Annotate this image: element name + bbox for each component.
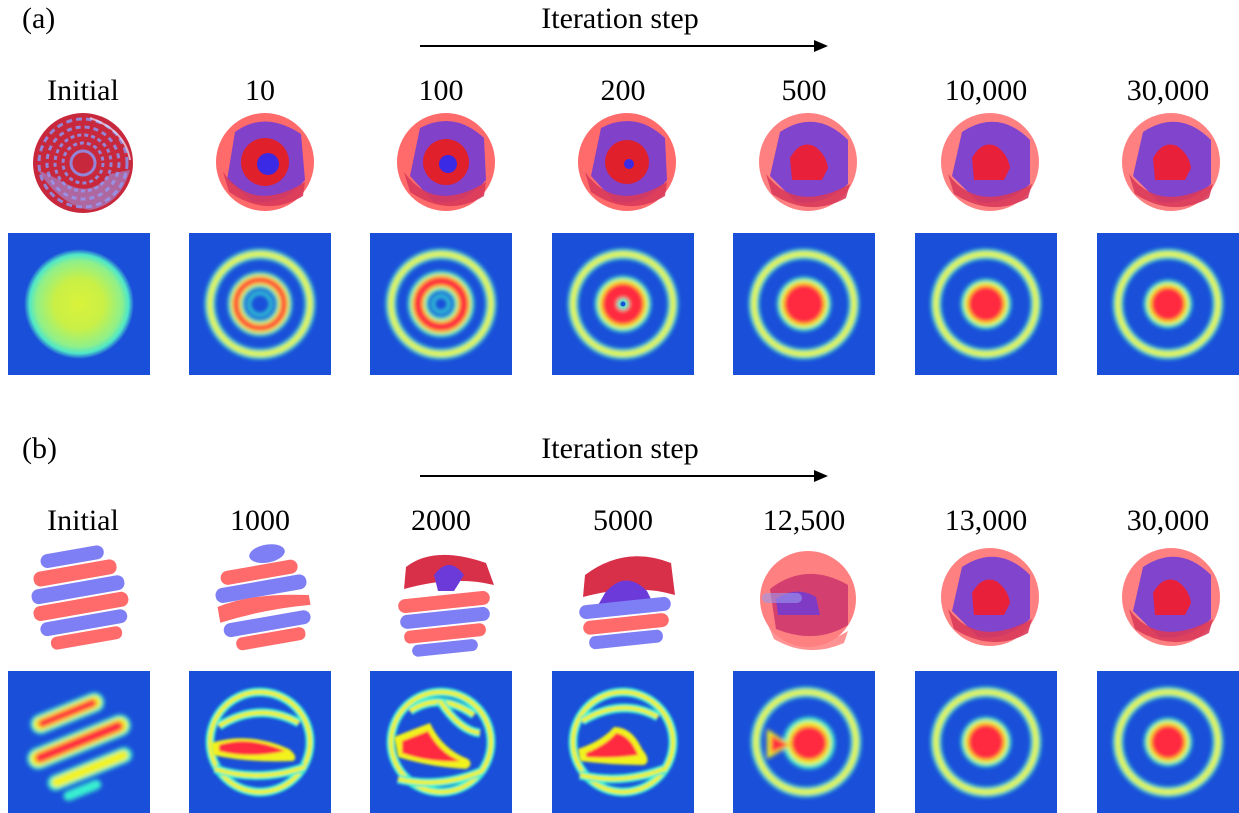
panel-a-slice [915, 233, 1057, 375]
panel-a-sphere [941, 113, 1039, 211]
panel-a-slice [1097, 233, 1239, 375]
panel-a-arrow [420, 40, 828, 52]
panel-a-label: (a) [22, 2, 56, 35]
panel-b-sphere [215, 544, 311, 651]
panel-b-step-label: 2000 [411, 504, 471, 537]
panel-a-sphere-initial [33, 113, 133, 213]
panel-a-step-label: 200 [600, 74, 646, 107]
panel-b-step-label: 12,500 [762, 504, 846, 537]
panel-b-label: (b) [22, 432, 57, 465]
panel-b-arrow-title: Iteration step [541, 432, 699, 465]
panel-b-slice [915, 671, 1057, 813]
panel-b-sphere [579, 556, 675, 650]
panel-a-step-label: Initial [47, 74, 119, 107]
panel-a-step-label: 100 [418, 74, 464, 107]
panel-a-sphere [578, 113, 676, 211]
panel-b-sphere [941, 548, 1039, 646]
panel-a-sphere [397, 113, 495, 211]
panel-a-slice [552, 233, 694, 375]
panel-a-slice [189, 233, 331, 375]
panel-b-sphere [1122, 548, 1220, 646]
panel-b-step-label: 30,000 [1126, 504, 1210, 537]
panel-a-sphere [1122, 113, 1220, 211]
panel-a-step-label: 500 [781, 74, 827, 107]
panel-a-step-label: 10,000 [944, 74, 1028, 107]
panel-a-sphere [759, 113, 857, 211]
panel-b-step-label: 1000 [230, 504, 290, 537]
panel-b-slice [552, 671, 694, 813]
panel-a-step-label: 30,000 [1126, 74, 1210, 107]
panel-a-slice-initial [8, 233, 150, 375]
panel-a-arrow-title: Iteration step [541, 2, 699, 35]
panel-b-slice-initial [8, 671, 150, 813]
panel-b-slice [733, 671, 875, 813]
panel-b-step-label: 5000 [593, 504, 653, 537]
panel-a-sphere [216, 113, 314, 211]
panel-b-slice [1097, 671, 1239, 813]
panel-a-slice [370, 233, 512, 375]
panel-b-step-label: Initial [47, 504, 119, 537]
panel-b-arrow [420, 470, 828, 482]
panel-a-step-label: 10 [245, 74, 275, 107]
panel-a-slice [733, 233, 875, 375]
panel-b-sphere [760, 551, 856, 651]
panel-b-slice [370, 671, 512, 813]
panel-b-sphere-initial [31, 545, 129, 650]
panel-b-slice [189, 671, 331, 813]
panel-b-sphere [398, 554, 494, 657]
panel-b-step-label: 13,000 [944, 504, 1028, 537]
